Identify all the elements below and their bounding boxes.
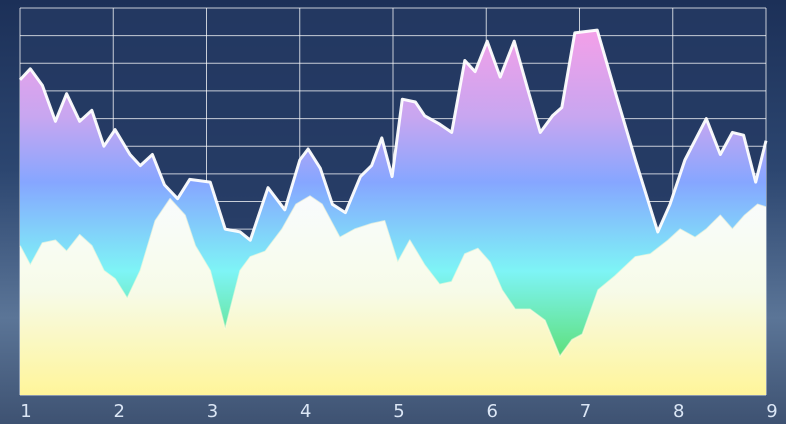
x-tick-label: 7 <box>580 401 591 422</box>
x-tick-label: 5 <box>393 401 404 422</box>
x-axis: 1 2 3 4 5 6 7 8 9 <box>20 401 777 422</box>
line <box>18 28 768 242</box>
area <box>20 196 766 395</box>
areas <box>18 28 768 395</box>
x-tick-label: 8 <box>673 401 684 422</box>
x-tick-label: 3 <box>207 401 218 422</box>
x-tick-label: 6 <box>487 401 498 422</box>
x-tick-label: 4 <box>300 401 311 422</box>
x-tick-label: 1 <box>20 401 31 422</box>
line <box>19 195 767 358</box>
x-tick-label: 2 <box>114 401 125 422</box>
x-tick-label: 9 <box>766 401 777 422</box>
